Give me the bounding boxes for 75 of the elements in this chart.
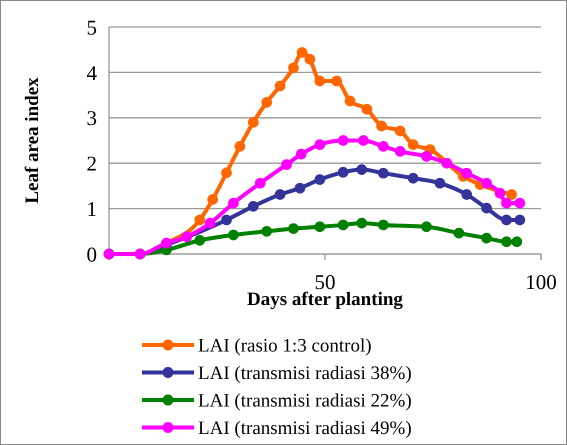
point	[248, 117, 259, 128]
point	[376, 120, 387, 132]
point	[501, 236, 512, 248]
point	[338, 135, 348, 146]
point	[506, 189, 517, 200]
point	[296, 148, 307, 160]
point	[358, 135, 369, 146]
point	[228, 198, 239, 208]
point	[228, 230, 239, 240]
point	[378, 220, 389, 230]
point	[294, 182, 306, 194]
point	[194, 214, 206, 226]
point	[344, 96, 356, 106]
point	[421, 221, 432, 232]
point	[204, 218, 216, 228]
point	[378, 141, 389, 152]
point	[314, 174, 326, 185]
point	[501, 198, 512, 208]
legend-label: LAI (transmisi radiasi 22%)	[198, 390, 412, 412]
y-tick-label: 5	[86, 15, 97, 40]
legend-label: LAI (rasio 1:3 control)	[198, 336, 372, 357]
point	[362, 104, 372, 115]
point	[514, 214, 526, 226]
x-tick-label: 100	[525, 270, 557, 294]
point	[296, 47, 308, 58]
y-tick-label: 2	[86, 152, 97, 176]
point	[434, 178, 446, 189]
point	[221, 167, 232, 178]
point	[481, 202, 492, 214]
point	[461, 168, 472, 179]
point	[314, 76, 326, 86]
point	[261, 97, 272, 108]
y-tick-label: 0	[86, 242, 97, 266]
point	[314, 221, 326, 232]
point	[511, 236, 522, 248]
point	[194, 235, 206, 246]
point	[288, 62, 299, 74]
point	[501, 214, 512, 226]
point	[274, 189, 286, 200]
point	[338, 220, 348, 230]
point	[338, 166, 348, 178]
point	[288, 223, 299, 234]
point	[281, 159, 292, 170]
point	[378, 168, 389, 179]
point	[394, 146, 406, 157]
point	[356, 164, 368, 175]
y-tick-label: 4	[86, 60, 98, 85]
point	[221, 214, 232, 226]
point	[274, 80, 286, 92]
legend-label: LAI (transmisi radiasi 49%)	[198, 418, 412, 440]
point	[207, 194, 218, 205]
point	[514, 198, 526, 208]
point	[408, 172, 418, 184]
point	[494, 188, 506, 199]
point	[356, 218, 368, 228]
point	[421, 151, 432, 162]
y-tick-label: 3	[86, 106, 97, 130]
y-axis-title: Leaf area index	[22, 76, 43, 204]
point	[481, 232, 492, 244]
point	[304, 54, 316, 65]
point	[461, 189, 472, 200]
point	[261, 226, 272, 237]
point	[408, 139, 418, 150]
point	[234, 141, 246, 152]
point	[181, 231, 192, 242]
y-tick-label: 1	[86, 196, 97, 221]
point	[441, 158, 452, 169]
point	[254, 178, 266, 189]
legend-label: LAI (transmisi radiasi 38%)	[198, 363, 412, 384]
point	[481, 178, 492, 189]
point	[331, 76, 342, 86]
point	[394, 126, 406, 136]
point	[454, 228, 464, 238]
point	[314, 139, 326, 150]
point	[248, 200, 259, 212]
